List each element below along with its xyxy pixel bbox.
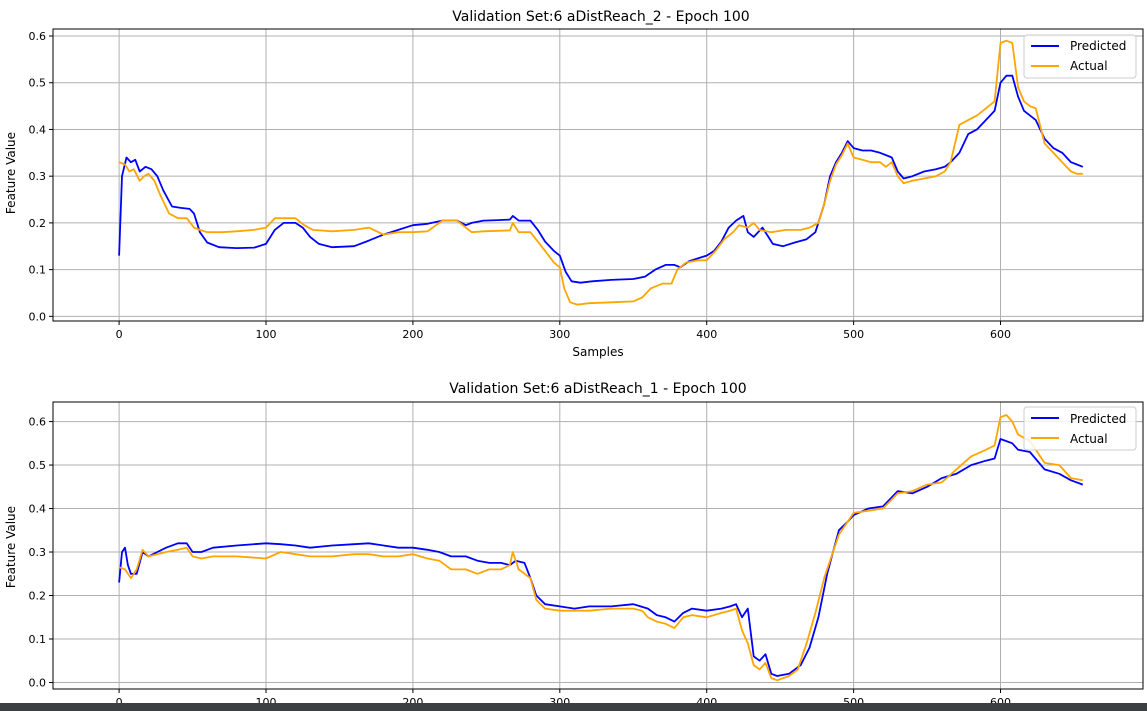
series-line-actual bbox=[118, 414, 1083, 682]
y-tick-label: 0.2 bbox=[29, 590, 47, 603]
y-tick-label: 0.6 bbox=[29, 30, 47, 43]
y-tick-label: 0.4 bbox=[29, 503, 47, 516]
legend: Predicted Actual bbox=[1023, 406, 1137, 451]
y-tick-label: 0.2 bbox=[29, 217, 47, 230]
series-line-actual bbox=[118, 39, 1083, 306]
series-line-predicted bbox=[118, 438, 1084, 677]
y-tick-label: 0.1 bbox=[29, 264, 47, 277]
chart-title: Validation Set:6 aDistReach_1 - Epoch 10… bbox=[449, 381, 746, 397]
y-tick-label: 0.3 bbox=[29, 546, 47, 559]
series-line-predicted bbox=[118, 74, 1084, 284]
bottom-bar bbox=[0, 703, 1147, 711]
y-tick-label: 0.5 bbox=[29, 459, 47, 472]
x-tick-label: 200 bbox=[402, 328, 423, 341]
legend: Predicted Actual bbox=[1023, 34, 1137, 79]
axes-frame bbox=[52, 28, 1144, 322]
chart-top: Validation Set:6 aDistReach_2 - Epoch 10… bbox=[4, 9, 1144, 359]
x-tick-label: 300 bbox=[549, 328, 570, 341]
legend-label-actual: Actual bbox=[1070, 432, 1108, 446]
y-axis-label: Feature Value bbox=[4, 132, 18, 214]
y-tick-label: 0.1 bbox=[29, 633, 47, 646]
axes-frame bbox=[52, 401, 1144, 690]
x-tick-label: 0 bbox=[116, 696, 123, 709]
legend-label-predicted: Predicted bbox=[1070, 412, 1126, 426]
x-tick-label: 0 bbox=[116, 328, 123, 341]
chart-bottom: Validation Set:6 aDistReach_1 - Epoch 10… bbox=[4, 381, 1144, 709]
x-axis-label: Samples bbox=[572, 345, 623, 359]
y-tick-label: 0.4 bbox=[29, 123, 47, 136]
x-tick-label: 600 bbox=[990, 328, 1011, 341]
y-tick-label: 0.0 bbox=[29, 310, 47, 323]
legend-label-actual: Actual bbox=[1070, 59, 1108, 73]
x-tick-label: 400 bbox=[696, 328, 717, 341]
chart-title: Validation Set:6 aDistReach_2 - Epoch 10… bbox=[452, 9, 749, 25]
y-tick-label: 0.0 bbox=[29, 676, 47, 689]
plot-area: 0 100 200 300 400 500 600 0.0 0.1 0.2 0.3 0.4 0.5 0.6 bbox=[29, 28, 1144, 341]
y-tick-label: 0.3 bbox=[29, 170, 47, 183]
x-tick-label: 100 bbox=[256, 328, 277, 341]
y-tick-label: 0.5 bbox=[29, 77, 47, 90]
x-tick-label: 500 bbox=[843, 328, 864, 341]
y-tick-label: 0.6 bbox=[29, 416, 47, 429]
y-axis-label: Feature Value bbox=[4, 506, 18, 588]
legend-label-predicted: Predicted bbox=[1070, 39, 1126, 53]
